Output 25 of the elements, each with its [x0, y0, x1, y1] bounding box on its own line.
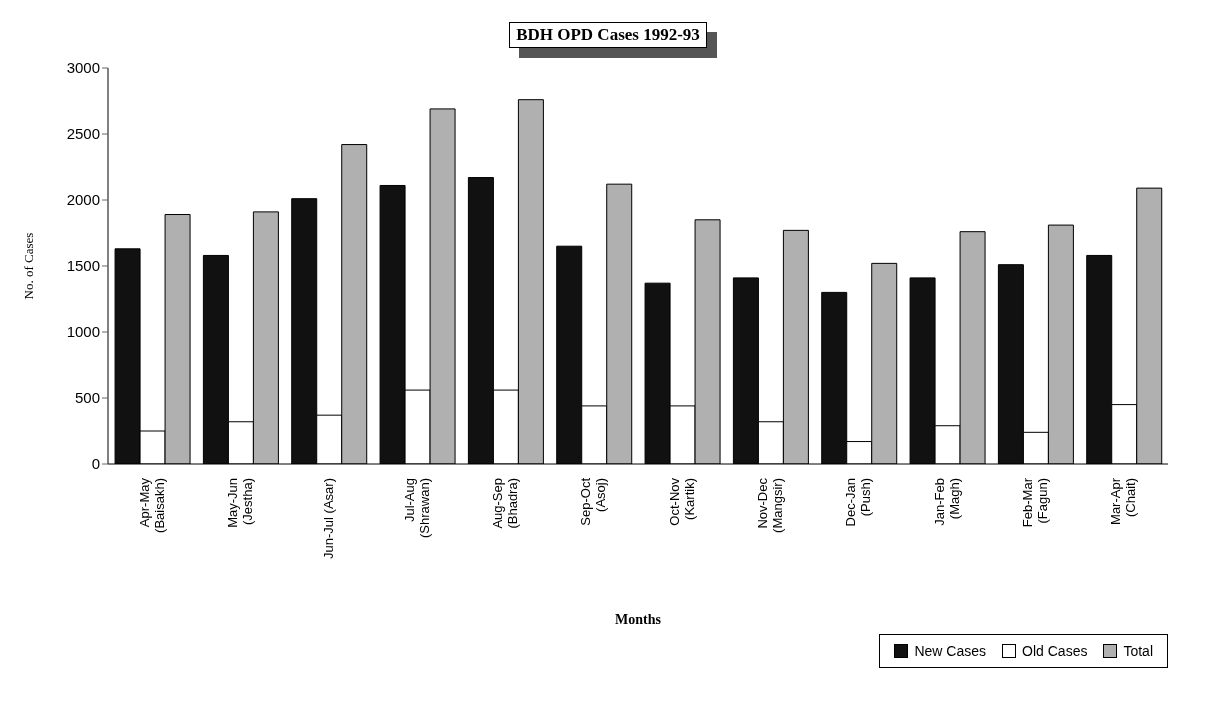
legend-label: Old Cases — [1021, 643, 1088, 659]
chart-title: BDH OPD Cases 1992-93 — [509, 22, 707, 48]
x-tick-label: Jun-Jul (Asar) — [320, 478, 336, 559]
y-tick-label: 2000 — [66, 191, 100, 209]
x-tick-label: Apr-May (Baisakh) — [136, 477, 167, 533]
x-tick-label: Dec-Jan (Push) — [843, 478, 874, 527]
legend-label: New Cases — [913, 643, 987, 659]
y-tick-label: 3000 — [66, 59, 100, 77]
y-tick-label: 0 — [91, 455, 100, 473]
x-axis-title: Months — [615, 612, 662, 627]
y-tick-label: 1000 — [66, 323, 100, 341]
x-tick-label: Oct-Nov (Kartik) — [666, 477, 697, 526]
y-tick-label: 1500 — [66, 257, 100, 275]
y-axis-title: No. of Cases — [20, 232, 36, 300]
x-tick-label: Mar-Apr (Chait) — [1108, 477, 1139, 525]
x-tick-label: May-Jun (Jestha) — [225, 478, 255, 528]
x-tick-label: Feb-Mar (Fagun) — [1020, 477, 1050, 528]
x-tick-label: Jan-Feb (Magh) — [931, 478, 962, 526]
legend-label: Total — [1122, 643, 1153, 659]
x-tick-label: Jul-Aug (Shrawan) — [401, 478, 432, 538]
y-tick-label: 2500 — [66, 125, 100, 143]
y-tick-label: 500 — [74, 389, 100, 407]
x-tick-label: Aug-Sep (Bhadra) — [490, 478, 520, 529]
x-tick-label: Sep-Oct (Asoj) — [578, 477, 609, 526]
x-tick-label: Nov-Dec (Mangsir) — [755, 477, 785, 533]
